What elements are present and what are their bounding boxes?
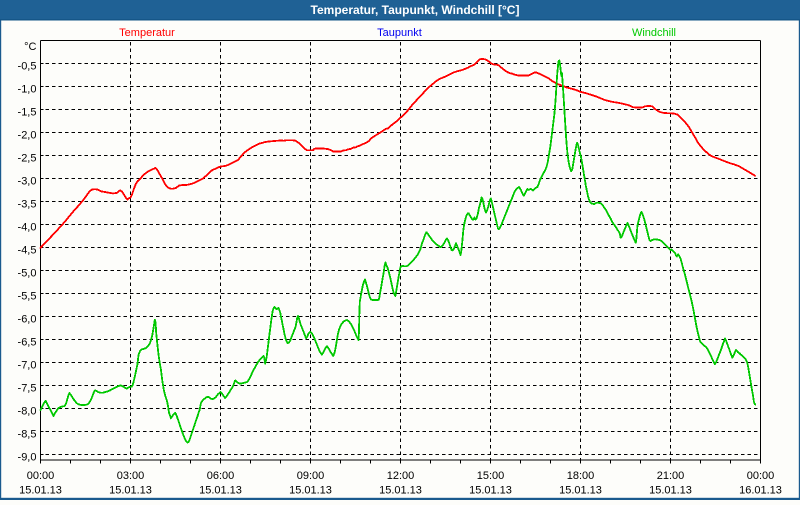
- svg-text:-1,5: -1,5: [18, 107, 37, 119]
- svg-text:15:00: 15:00: [477, 470, 505, 482]
- svg-text:-5,0: -5,0: [18, 268, 37, 280]
- svg-text:-8,0: -8,0: [18, 406, 37, 418]
- svg-text:-7,0: -7,0: [18, 360, 37, 372]
- svg-text:00:00: 00:00: [27, 470, 55, 482]
- svg-text:15.01.13: 15.01.13: [469, 485, 512, 497]
- svg-text:Taupunkt: Taupunkt: [377, 27, 422, 39]
- svg-text:Temperatur, Taupunkt, Windchil: Temperatur, Taupunkt, Windchill [°C]: [311, 3, 520, 17]
- svg-text:15.01.13: 15.01.13: [559, 485, 602, 497]
- svg-text:-0,5: -0,5: [18, 61, 37, 73]
- svg-text:-2,0: -2,0: [18, 130, 37, 142]
- svg-text:-4,5: -4,5: [18, 245, 37, 257]
- svg-text:09:00: 09:00: [297, 470, 325, 482]
- svg-text:-6,5: -6,5: [18, 337, 37, 349]
- svg-text:-4,0: -4,0: [18, 222, 37, 234]
- svg-text:12:00: 12:00: [387, 470, 415, 482]
- svg-text:15.01.13: 15.01.13: [109, 485, 152, 497]
- svg-text:°C: °C: [24, 41, 36, 53]
- svg-text:Windchill: Windchill: [632, 27, 676, 39]
- svg-text:-1,0: -1,0: [18, 84, 37, 96]
- svg-text:03:00: 03:00: [117, 470, 145, 482]
- svg-text:18:00: 18:00: [567, 470, 595, 482]
- svg-text:-2,5: -2,5: [18, 153, 37, 165]
- svg-text:-6,0: -6,0: [18, 314, 37, 326]
- svg-text:-5,5: -5,5: [18, 291, 37, 303]
- svg-text:-3,0: -3,0: [18, 176, 37, 188]
- svg-text:15.01.13: 15.01.13: [379, 485, 422, 497]
- svg-text:-3,5: -3,5: [18, 199, 37, 211]
- svg-text:15.01.13: 15.01.13: [649, 485, 692, 497]
- svg-text:16.01.13: 16.01.13: [739, 485, 782, 497]
- svg-text:06:00: 06:00: [207, 470, 235, 482]
- svg-text:-9,0: -9,0: [18, 452, 37, 464]
- svg-text:15.01.13: 15.01.13: [19, 485, 62, 497]
- svg-text:15.01.13: 15.01.13: [199, 485, 242, 497]
- svg-text:21:00: 21:00: [657, 470, 685, 482]
- svg-text:15.01.13: 15.01.13: [289, 485, 332, 497]
- svg-text:-7,5: -7,5: [18, 383, 37, 395]
- svg-text:Temperatur: Temperatur: [119, 27, 175, 39]
- svg-text:00:00: 00:00: [747, 470, 775, 482]
- svg-text:-8,5: -8,5: [18, 429, 37, 441]
